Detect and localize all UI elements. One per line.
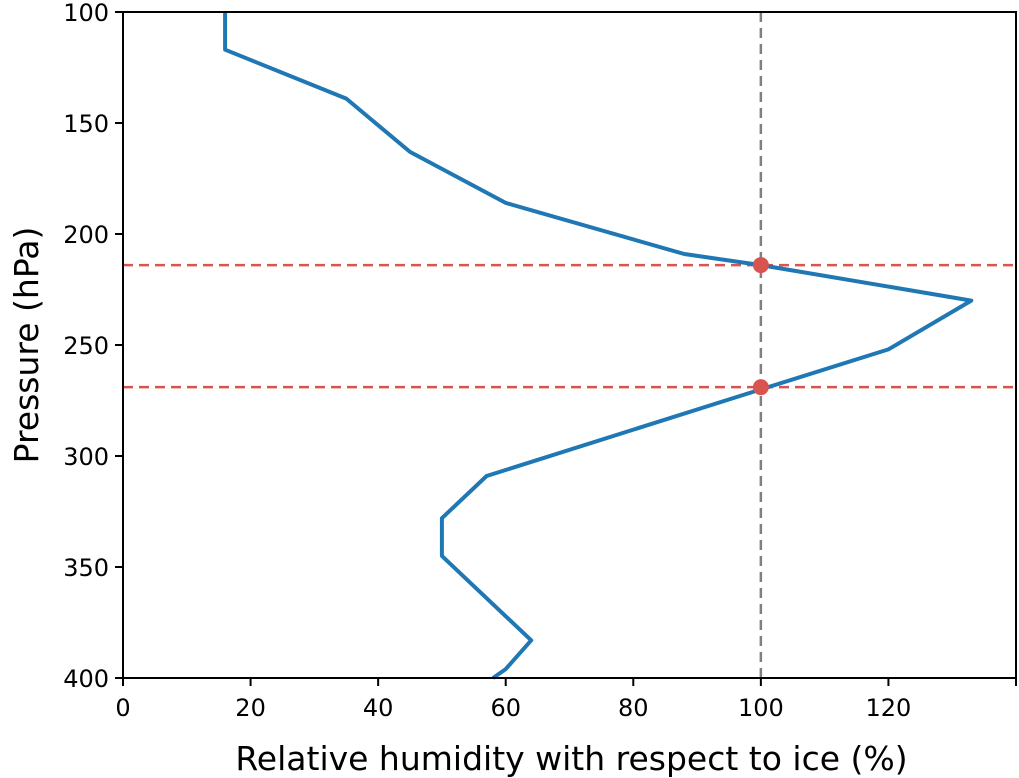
y-tick-label: 350 (63, 554, 109, 582)
x-tick-label: 0 (115, 694, 130, 722)
y-tick-label: 100 (63, 0, 109, 27)
x-tick-label: 40 (363, 694, 394, 722)
x-tick-label: 120 (866, 694, 912, 722)
y-axis-label: Pressure (hPa) (7, 227, 46, 464)
y-tick-label: 300 (63, 443, 109, 471)
y-tick-label: 400 (63, 665, 109, 693)
markers (752, 257, 769, 396)
y-tick-label: 250 (63, 332, 109, 360)
x-tick-label: 60 (490, 694, 521, 722)
y-tick-label: 200 (63, 221, 109, 249)
intersection-marker-0 (752, 257, 769, 274)
plot-frame (122, 11, 1017, 679)
x-tick-label: 20 (235, 694, 266, 722)
x-axis-label: Relative humidity with respect to ice (%… (235, 739, 907, 778)
y-axis-ticks: 100 150 200 250 300 350 400 (63, 0, 123, 693)
x-tick-label: 100 (738, 694, 784, 722)
series-layer (223, 12, 974, 680)
x-tick-label: 80 (618, 694, 649, 722)
series-line-0 (223, 12, 974, 680)
x-axis-ticks: 0 20 40 60 80 100 120 (115, 678, 1017, 722)
intersection-marker-1 (752, 379, 769, 396)
y-tick-label: 150 (63, 110, 109, 138)
reference-lines (123, 12, 1016, 678)
